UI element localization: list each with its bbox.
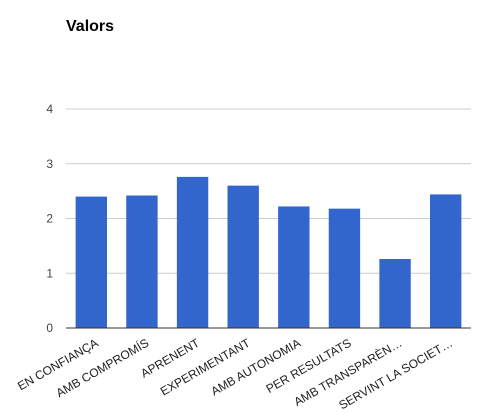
- x-category-label: AMB COMPROMÍS: [53, 335, 151, 400]
- bar: [126, 195, 158, 328]
- chart-title: Valors: [66, 18, 114, 35]
- y-tick-label: 0: [46, 321, 53, 335]
- x-category-label: AMB AUTONOMIA: [209, 336, 304, 399]
- bars: [75, 176, 462, 328]
- y-tick-label: 2: [46, 212, 53, 226]
- bar: [227, 185, 259, 328]
- bar: [429, 194, 462, 328]
- y-tick-label: 4: [46, 102, 53, 116]
- y-tick-label: 1: [46, 266, 53, 280]
- bar: [328, 208, 361, 328]
- x-category-label: EXPERIMENTANT: [158, 335, 253, 398]
- bar: [379, 259, 411, 328]
- y-axis-tick-labels: 0 1 2 3 4: [46, 102, 53, 335]
- bar: [176, 176, 209, 328]
- bar: [75, 196, 108, 328]
- y-tick-label: 3: [46, 157, 53, 171]
- bar: [278, 206, 310, 328]
